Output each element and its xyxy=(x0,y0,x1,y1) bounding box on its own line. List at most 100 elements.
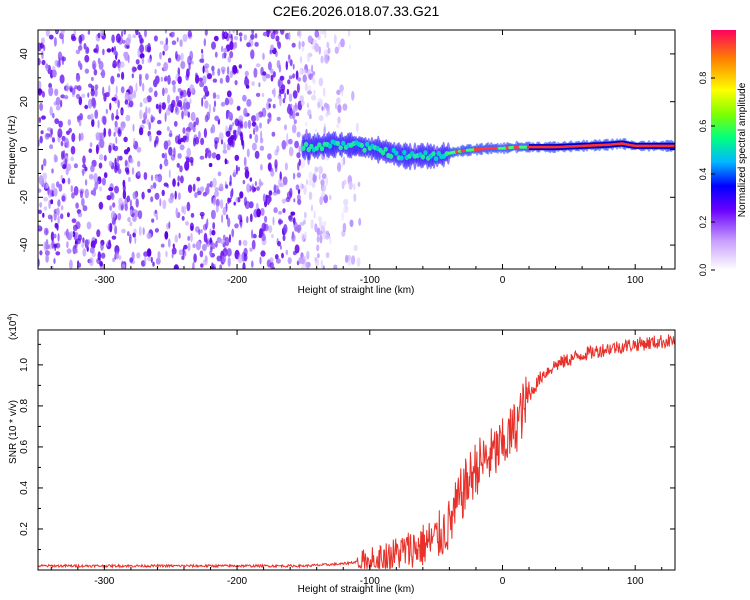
noise-speckle xyxy=(260,207,265,216)
trace-core xyxy=(433,156,439,162)
noise-speckle xyxy=(55,105,61,111)
colorbar-tick-label: 0.0 xyxy=(698,264,708,277)
noise-speckle xyxy=(172,84,176,93)
noise-speckle xyxy=(243,196,247,207)
noise-speckle xyxy=(77,85,82,92)
noise-speckle xyxy=(234,118,240,127)
noise-speckle xyxy=(220,101,226,107)
noise-speckle xyxy=(324,54,329,64)
noise-speckle xyxy=(300,232,305,242)
noise-speckle xyxy=(179,94,183,99)
noise-speckle xyxy=(202,75,207,85)
noise-speckle xyxy=(229,234,231,243)
noise-speckle xyxy=(121,263,126,269)
noise-speckle xyxy=(192,261,195,269)
noise-speckle xyxy=(71,192,75,199)
noise-speckle xyxy=(163,43,169,52)
noise-speckle xyxy=(49,144,54,150)
noise-speckle xyxy=(182,34,188,42)
x-tick-label: -200 xyxy=(227,576,247,587)
noise-speckle xyxy=(258,178,262,188)
noise-speckle xyxy=(120,205,124,211)
noise-speckle xyxy=(212,222,216,230)
noise-speckle xyxy=(211,229,216,236)
noise-speckle xyxy=(285,139,289,147)
noise-speckle xyxy=(137,160,141,167)
trace-core xyxy=(383,146,388,152)
noise-speckle xyxy=(227,217,231,228)
noise-speckle xyxy=(225,74,230,83)
trace-core xyxy=(306,147,311,153)
noise-speckle xyxy=(341,211,344,222)
noise-speckle xyxy=(172,178,176,187)
noise-speckle xyxy=(108,187,114,192)
noise-speckle xyxy=(161,189,165,197)
noise-speckle xyxy=(190,111,196,122)
noise-speckle xyxy=(120,109,123,115)
noise-speckle xyxy=(254,41,259,47)
noise-speckle xyxy=(212,197,216,206)
noise-speckle xyxy=(267,112,272,118)
noise-speckle xyxy=(128,177,131,182)
noise-speckle xyxy=(199,186,205,193)
noise-speckle xyxy=(242,179,246,185)
noise-speckle xyxy=(292,172,296,180)
noise-speckle xyxy=(212,78,218,83)
noise-speckle xyxy=(84,179,88,186)
noise-speckle xyxy=(135,82,138,93)
noise-speckle xyxy=(195,240,201,251)
noise-speckle xyxy=(103,172,108,179)
noise-speckle xyxy=(166,126,170,132)
noise-speckle xyxy=(220,45,224,53)
noise-speckle xyxy=(145,73,149,81)
spectrogram-x-ticks: -300 -200 -100 0 100 xyxy=(50,30,663,286)
noise-speckle xyxy=(282,98,286,104)
noise-speckle xyxy=(261,92,265,98)
noise-speckle xyxy=(306,250,310,260)
noise-speckle xyxy=(101,69,106,79)
noise-speckle xyxy=(289,107,294,117)
noise-speckle xyxy=(129,257,134,263)
noise-speckle xyxy=(281,198,286,204)
noise-speckle xyxy=(190,212,195,218)
noise-speckle xyxy=(283,224,288,234)
noise-speckle xyxy=(243,107,248,117)
noise-speckle xyxy=(73,163,78,169)
noise-speckle xyxy=(253,67,258,78)
noise-speckle xyxy=(224,236,230,247)
noise-speckle xyxy=(91,76,94,82)
noise-speckle xyxy=(56,181,60,188)
noise-speckle xyxy=(203,38,206,47)
noise-speckle xyxy=(311,76,315,83)
y-tick-label: -20 xyxy=(19,190,30,205)
noise-speckle xyxy=(211,152,217,159)
noise-speckle xyxy=(142,82,145,92)
noise-speckle xyxy=(212,106,216,113)
noise-speckle xyxy=(162,199,167,210)
noise-speckle xyxy=(204,152,208,159)
noise-speckle xyxy=(208,162,213,168)
noise-speckle xyxy=(279,171,282,181)
noise-speckle xyxy=(120,125,125,131)
noise-speckle xyxy=(348,44,351,50)
noise-speckle xyxy=(325,176,329,187)
noise-speckle xyxy=(206,183,211,188)
noise-speckle xyxy=(207,149,212,159)
noise-speckle xyxy=(259,122,262,129)
noise-speckle xyxy=(279,245,282,250)
noise-speckle xyxy=(297,199,302,205)
trace-core xyxy=(364,141,370,147)
noise-speckle xyxy=(93,172,98,183)
noise-speckle xyxy=(144,30,147,38)
x-tick-label: -100 xyxy=(360,275,380,286)
noise-speckle xyxy=(203,128,207,138)
noise-speckle xyxy=(154,209,157,214)
noise-speckle xyxy=(308,171,314,180)
noise-speckle xyxy=(276,189,281,195)
noise-speckle xyxy=(76,238,81,245)
noise-speckle xyxy=(60,30,65,35)
noise-speckle xyxy=(136,252,141,259)
noise-speckle xyxy=(48,86,54,97)
noise-speckle xyxy=(262,52,265,61)
noise-speckle xyxy=(90,85,95,92)
